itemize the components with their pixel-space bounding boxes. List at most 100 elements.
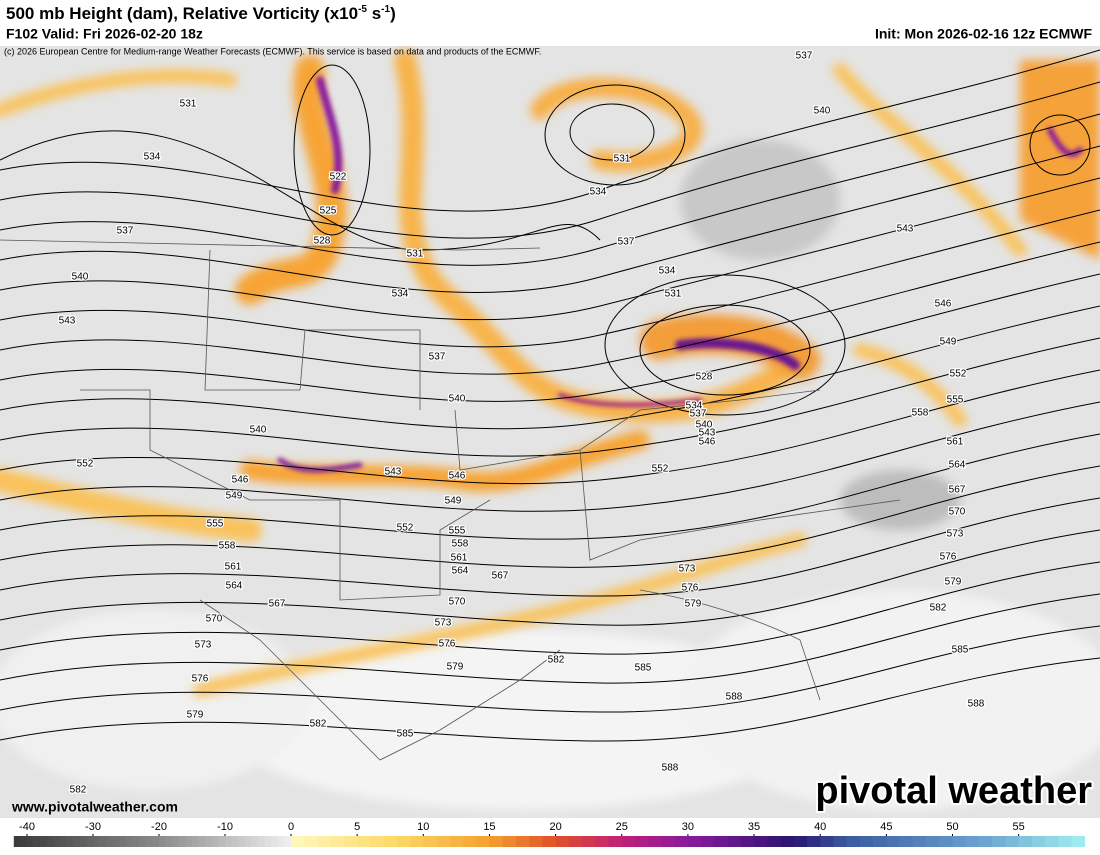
contour-label: 555 [449,526,466,537]
colorbar-cell [754,836,768,847]
colorbar-cell [139,836,147,847]
contour-label: 522 [330,172,347,183]
colorbar: -40 -30 -20 -10 0 5 10 15 20 25 30 35 40 45 50 55 [13,821,1086,847]
colorbar-tick-label: 15 [483,821,495,833]
contour-label: 573 [679,564,696,575]
colorbar-cell [1018,836,1033,847]
contour-label: 573 [195,640,212,651]
colorbar-cell [859,836,874,847]
contour-label: 534 [686,401,703,412]
colorbar-cell [244,836,252,847]
contour-line [0,273,1100,402]
colorbar-cell [178,836,186,847]
contour-label: 540 [696,420,713,431]
contour-label: 573 [435,618,452,629]
contour-label: 558 [912,408,929,419]
colorbar-cell [99,836,107,847]
colorbar-cell [806,836,821,847]
contour-label: 561 [451,553,468,564]
contour-label: 537 [429,352,446,363]
colorbar-tick-label: 45 [880,821,892,833]
colorbar-cell [555,836,570,847]
contour-label: 561 [225,562,242,573]
title-exponent: -5 [358,4,367,15]
colorbar-cell [119,836,127,847]
colorbar-cell [701,836,715,847]
contour-label: 537 [690,409,707,420]
colorbar-cell [542,836,556,847]
colorbar-cell [992,836,1006,847]
contour-label: 546 [935,299,952,310]
contour-line [0,593,1100,684]
contour-line [0,401,1100,512]
contour-label: 531 [180,99,197,110]
contour-line [0,433,1100,540]
colorbar-tick-label: 5 [354,821,360,833]
colorbar-cell [674,836,689,847]
contour-label: 588 [968,699,985,710]
colorbar-cell [396,836,411,847]
colorbar-cell [370,836,384,847]
colorbar-cell [1058,836,1072,847]
contour-label: 579 [187,710,204,721]
colorbar-cell [634,836,649,847]
colorbar-tick-label: 55 [1013,821,1025,833]
contour-label: 576 [940,552,957,563]
colorbar-cell [258,836,265,847]
contour-label: 558 [219,541,236,552]
contour-label: 582 [70,785,87,796]
colorbar-cell [112,836,120,847]
colorbar-cell [568,836,583,847]
contour-label: 543 [699,428,716,439]
colorbar-cell [46,836,54,847]
contour-label: 564 [452,566,469,577]
contour-label: 546 [699,437,716,448]
colorbar-cell [410,836,424,847]
colorbar-cell [165,836,173,847]
contour-label: 534 [144,152,161,163]
contour-label: 552 [77,459,94,470]
website: www.pivotalweather.com [11,799,178,815]
contour-line [0,113,1100,266]
colorbar-tick-label: 35 [748,821,760,833]
colorbar-cell [271,836,279,847]
colorbar-cell [449,836,464,847]
contour-label: 549 [445,496,462,507]
colorbar-cell [211,836,219,847]
colorbar-cell [978,836,993,847]
colorbar-tick-label: 40 [814,821,826,833]
colorbar-cell [277,836,285,847]
contour-label: 540 [814,106,831,117]
colorbar-cell [357,836,371,847]
contour-line [0,145,1100,293]
colorbar-cell [238,836,246,847]
contour-label: 549 [226,491,243,502]
contour-label: 573 [947,529,964,540]
colorbar-cell [502,836,517,847]
colorbar-cell [53,836,61,847]
colorbar-cell [317,836,331,847]
contour-label: 540 [250,425,267,436]
gray-shading [0,140,1100,810]
colorbar-cell [833,836,847,847]
contour-label: 558 [452,539,469,550]
map: 5315345225255285375405435315345375405405… [0,46,1100,818]
colorbar-cell [820,836,834,847]
contour-label: 582 [548,655,565,666]
colorbar-cell [489,836,503,847]
contour-label: 564 [226,581,243,592]
contour-label: 570 [449,597,466,608]
colorbar-cell [231,836,239,847]
colorbar-cell [225,836,232,847]
contour-line [0,465,1100,568]
colorbar-cell [126,836,133,847]
valid-time: F102 Valid: Fri 2026-02-20 18z [6,26,203,42]
contour-label: 576 [682,583,699,594]
contour-line [0,337,1100,457]
contour-label: 582 [310,719,327,730]
contour-line [0,529,1100,626]
contour-label: 570 [949,507,966,518]
contour-label: 555 [947,395,964,406]
colorbar-cell [383,836,398,847]
contour-label: 543 [897,224,914,235]
